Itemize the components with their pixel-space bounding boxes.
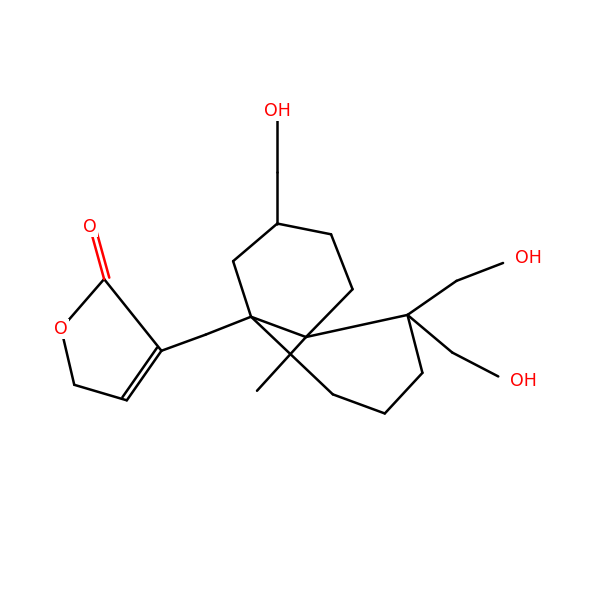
Text: OH: OH <box>264 102 291 120</box>
Text: OH: OH <box>515 249 542 267</box>
Text: OH: OH <box>510 372 537 390</box>
Text: O: O <box>83 218 97 236</box>
Text: O: O <box>54 320 68 338</box>
